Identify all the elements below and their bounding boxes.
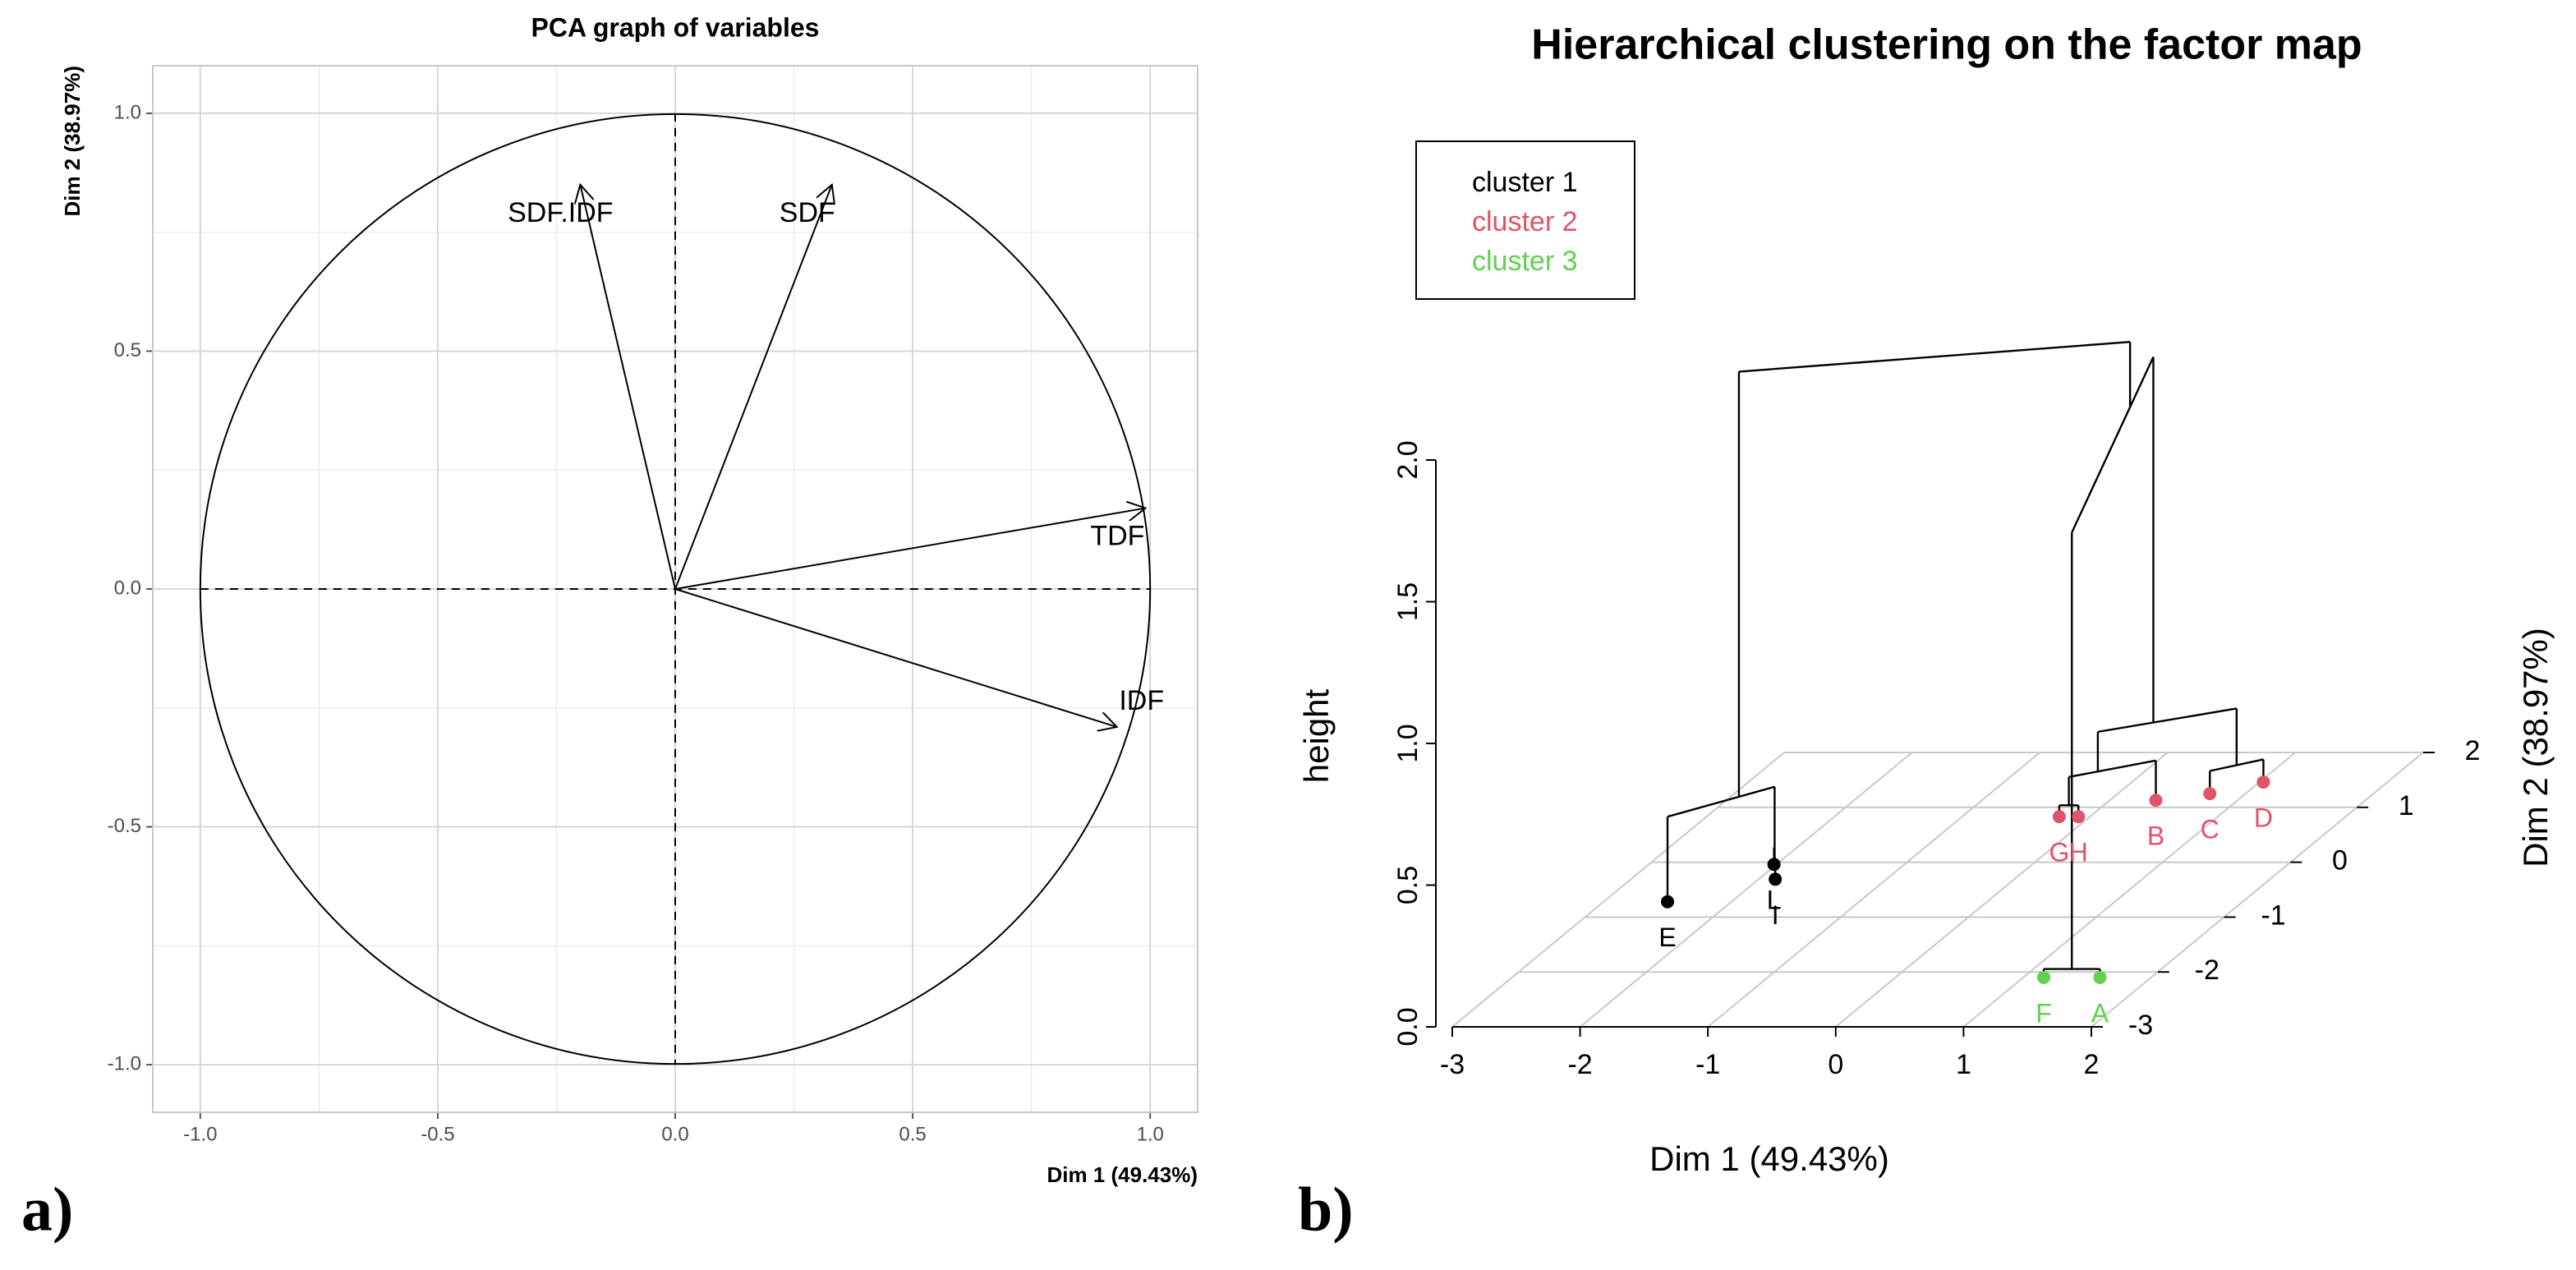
x-tick-label: 0.0 xyxy=(661,1123,688,1145)
z-tick-label: 0.0 xyxy=(1392,1007,1424,1046)
point-label: G xyxy=(2049,838,2069,867)
variable-arrow xyxy=(674,185,832,590)
point-label: F xyxy=(2036,998,2052,1028)
point-label: C xyxy=(2201,815,2220,844)
x-tick-label: 1 xyxy=(1956,1049,1971,1080)
x-tick-label: 2 xyxy=(2084,1049,2100,1080)
grid-line xyxy=(1451,752,1785,1028)
variable-label: SDF xyxy=(780,197,835,228)
grid-line xyxy=(1962,752,2297,1028)
x-axis-label: Dim 1 (49.43%) xyxy=(1649,1139,1889,1178)
z-axis-label: height xyxy=(1297,688,1336,783)
point-label: L xyxy=(1767,886,1782,915)
dendrogram-join xyxy=(1667,785,1775,818)
y-tick-label: -0.5 xyxy=(108,815,141,837)
x-tick-label: -1 xyxy=(1695,1049,1720,1080)
point xyxy=(2256,775,2270,789)
x-tick-label: 1.0 xyxy=(1136,1123,1163,1145)
x-axis-label: Dim 1 (49.43%) xyxy=(1046,1162,1198,1187)
panel-label: a) xyxy=(21,1175,73,1244)
z-tick-label: 2.0 xyxy=(1392,440,1424,479)
z-tick-label: 1.5 xyxy=(1392,582,1424,621)
variable-label: TDF xyxy=(1090,521,1144,552)
x-tick-label: -2 xyxy=(1567,1049,1592,1080)
legend-entry: cluster 1 xyxy=(1472,167,1578,198)
y-tick-label: 2 xyxy=(2465,735,2481,766)
grid-line xyxy=(1707,752,2040,1028)
point-label: D xyxy=(2254,803,2273,833)
x-tick-label: 0 xyxy=(1828,1049,1843,1080)
y-tick-label: 0.0 xyxy=(114,577,141,599)
plot-border xyxy=(152,65,1198,1113)
variable-arrow xyxy=(580,185,676,590)
dendrogram-join xyxy=(2071,356,2155,533)
y-tick-label: -1.0 xyxy=(108,1052,141,1074)
grid-line xyxy=(1835,752,2169,1028)
y-tick-label: 1.0 xyxy=(114,101,141,123)
variable-arrow xyxy=(674,508,1145,590)
point xyxy=(2052,810,2066,824)
point xyxy=(2149,794,2163,808)
grid-line xyxy=(1579,752,1913,1028)
point-label: A xyxy=(2091,998,2109,1028)
legend-entry: cluster 3 xyxy=(1472,246,1578,277)
y-tick-label: -2 xyxy=(2195,955,2220,986)
chart-title: PCA graph of variables xyxy=(531,12,820,42)
dendrogram-join xyxy=(1738,340,2131,373)
point-label: B xyxy=(2147,821,2164,851)
chart-title: Hierarchical clustering on the factor ma… xyxy=(1531,21,2362,69)
point xyxy=(2203,787,2217,801)
x-tick-label: -1.0 xyxy=(183,1123,217,1145)
point-label: I xyxy=(1772,900,1779,930)
x-tick-label: -0.5 xyxy=(421,1123,454,1145)
variable-arrow xyxy=(674,588,1117,727)
variable-label: IDF xyxy=(1119,685,1164,716)
y-tick-label: 0.5 xyxy=(114,339,141,361)
y-tick-label: 0 xyxy=(2332,845,2348,877)
point-label: E xyxy=(1658,923,1676,952)
legend-entry: cluster 2 xyxy=(1472,206,1578,237)
point xyxy=(2093,970,2107,984)
z-tick-label: 1.0 xyxy=(1392,724,1424,762)
z-tick-label: 0.5 xyxy=(1392,866,1424,904)
point xyxy=(1661,895,1675,909)
grid-line xyxy=(2091,752,2424,1028)
x-tick-label: 0.5 xyxy=(899,1123,926,1145)
y-tick-label: -3 xyxy=(2128,1010,2153,1041)
y-tick-label: 1 xyxy=(2399,790,2414,821)
point xyxy=(1769,872,1782,886)
y-axis-label: Dim 2 (38.97%) xyxy=(60,66,85,217)
point xyxy=(2072,810,2086,824)
y-axis-label: Dim 2 (38.97%) xyxy=(2516,628,2555,867)
x-tick-label: -3 xyxy=(1440,1049,1465,1080)
dendrogram-join xyxy=(2097,707,2238,734)
y-tick-label: -1 xyxy=(2261,900,2285,931)
dendrogram-join xyxy=(2068,759,2156,779)
variable-label: SDF.IDF xyxy=(508,197,613,228)
legend-box xyxy=(1415,140,1635,300)
point xyxy=(1767,858,1781,872)
panel-label: b) xyxy=(1298,1175,1354,1244)
point-label: H xyxy=(2069,838,2088,867)
point xyxy=(2037,970,2051,984)
